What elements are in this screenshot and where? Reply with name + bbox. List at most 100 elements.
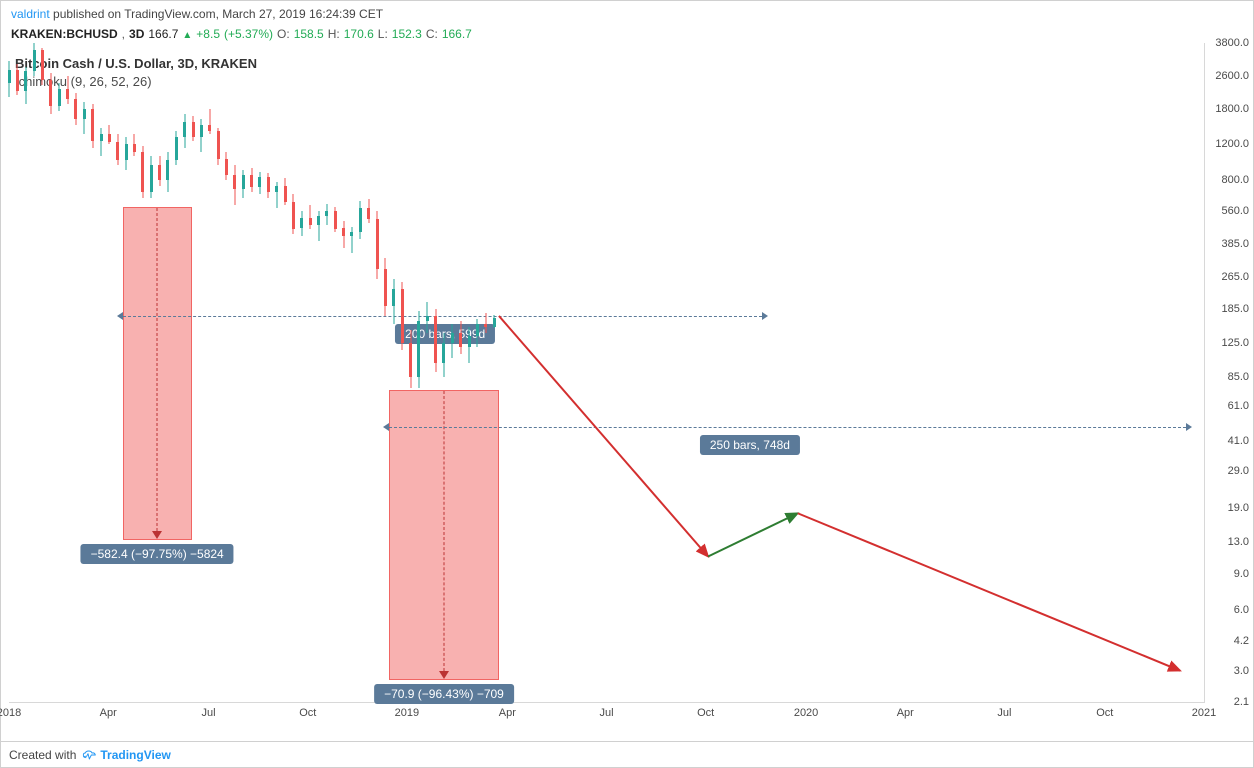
chart-title: Bitcoin Cash / U.S. Dollar, 3D, KRAKEN — [15, 55, 257, 73]
y-tick: 265.0 — [1221, 271, 1249, 283]
candle — [66, 76, 69, 104]
tradingview-logo[interactable]: TradingView — [82, 748, 170, 762]
price-range-box — [389, 390, 499, 680]
y-tick: 61.0 — [1228, 400, 1249, 412]
candle — [309, 205, 312, 228]
publish-line: valdrint published on TradingView.com, M… — [1, 1, 1253, 25]
candle — [200, 119, 203, 152]
x-tick: 2020 — [794, 707, 818, 719]
candle — [392, 279, 395, 324]
candle — [434, 309, 437, 372]
x-tick: Oct — [697, 707, 714, 719]
y-tick: 2.1 — [1234, 696, 1249, 708]
x-tick: 2019 — [395, 707, 419, 719]
candle — [417, 311, 420, 388]
close-label: C: — [426, 27, 438, 41]
candle — [284, 178, 287, 205]
candle — [58, 83, 61, 111]
close-val: 166.7 — [442, 27, 472, 41]
interval: 3D — [129, 27, 144, 41]
y-tick: 29.0 — [1228, 465, 1249, 477]
candle — [150, 156, 153, 198]
high-val: 170.6 — [344, 27, 374, 41]
x-axis[interactable]: 2018AprJulOct2019AprJulOct2020AprJulOct2… — [9, 703, 1205, 727]
trend-arrow — [708, 513, 798, 556]
open-label: O: — [277, 27, 290, 41]
candle — [100, 128, 103, 156]
candle — [493, 315, 496, 328]
y-tick: 9.0 — [1234, 568, 1249, 580]
change-pct: (+5.37%) — [224, 27, 273, 41]
cloud-icon — [82, 749, 98, 761]
candle — [484, 313, 487, 333]
candle — [83, 102, 86, 134]
candle — [41, 48, 44, 85]
candle — [108, 125, 111, 145]
candle — [125, 137, 128, 169]
candle — [116, 134, 119, 165]
y-tick: 125.0 — [1221, 337, 1249, 349]
y-tick: 19.0 — [1228, 502, 1249, 514]
x-tick: Apr — [897, 707, 914, 719]
candle — [275, 182, 278, 208]
symbol: KRAKEN:BCHUSD — [11, 27, 118, 41]
candle — [175, 131, 178, 165]
trend-arrow — [798, 513, 1180, 670]
candle — [442, 333, 445, 377]
candle — [183, 114, 186, 148]
plot-region[interactable]: Bitcoin Cash / U.S. Dollar, 3D, KRAKEN I… — [9, 43, 1205, 703]
y-tick: 6.0 — [1234, 604, 1249, 616]
candle — [217, 128, 220, 165]
candle — [401, 282, 404, 350]
x-tick: Oct — [299, 707, 316, 719]
candle — [317, 211, 320, 241]
y-tick: 2600.0 — [1215, 70, 1249, 82]
y-tick: 3800.0 — [1215, 37, 1249, 49]
candle — [350, 227, 353, 253]
candle — [359, 201, 362, 239]
y-tick: 1800.0 — [1215, 103, 1249, 115]
candle — [233, 165, 236, 205]
candle — [8, 61, 11, 97]
x-tick: Oct — [1096, 707, 1113, 719]
candle — [49, 73, 52, 114]
candle — [267, 173, 270, 199]
candle — [24, 67, 27, 104]
chart-area: Bitcoin Cash / U.S. Dollar, 3D, KRAKEN I… — [9, 43, 1253, 727]
y-axis[interactable]: 3800.02600.01800.01200.0800.0560.0385.02… — [1205, 43, 1253, 703]
y-tick: 1200.0 — [1215, 138, 1249, 150]
last-price: 166.7 — [148, 27, 178, 41]
candle — [342, 221, 345, 247]
x-tick: Jul — [599, 707, 613, 719]
x-tick: Apr — [100, 707, 117, 719]
date-range-line — [389, 427, 1186, 428]
candle — [158, 156, 161, 186]
y-tick: 800.0 — [1221, 174, 1249, 186]
candle — [292, 194, 295, 234]
candle — [367, 199, 370, 222]
candle — [33, 43, 36, 76]
author-name[interactable]: valdrint — [11, 7, 50, 21]
candle — [242, 170, 245, 199]
date-range-line — [123, 316, 762, 317]
x-tick: Jul — [997, 707, 1011, 719]
y-tick: 13.0 — [1228, 536, 1249, 548]
high-label: H: — [328, 27, 340, 41]
change-abs: +8.5 — [196, 27, 220, 41]
candle — [459, 321, 462, 354]
y-tick: 3.0 — [1234, 665, 1249, 677]
candle — [225, 152, 228, 180]
candle — [325, 204, 328, 225]
y-tick: 4.2 — [1234, 635, 1249, 647]
candle — [476, 319, 479, 347]
footer-prefix: Created with — [9, 748, 76, 762]
y-tick: 185.0 — [1221, 303, 1249, 315]
candle — [409, 330, 412, 388]
candle — [334, 207, 337, 233]
y-tick: 85.0 — [1228, 371, 1249, 383]
candle — [250, 168, 253, 192]
y-tick: 560.0 — [1221, 205, 1249, 217]
footer: Created with TradingView — [1, 741, 1253, 767]
candle — [468, 327, 471, 363]
candle — [141, 146, 144, 198]
